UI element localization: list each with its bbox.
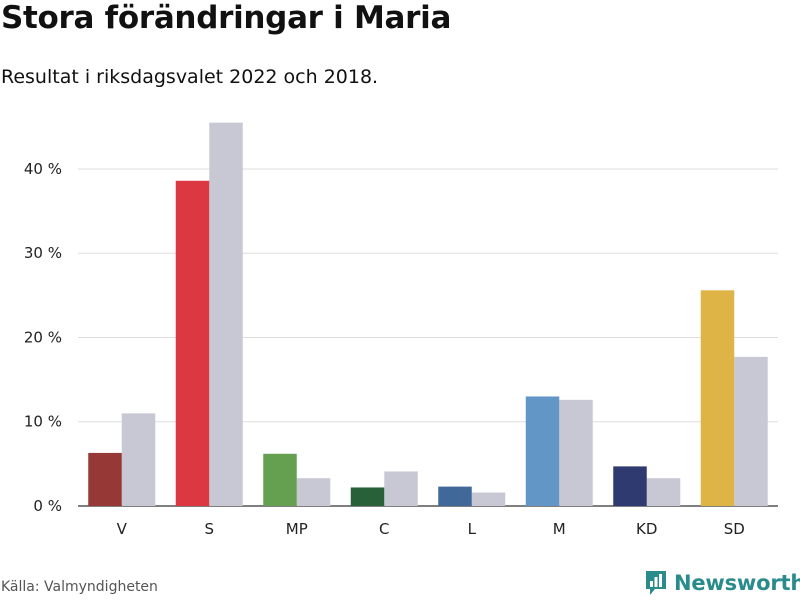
newsworthy-logo[interactable]: Newsworthy: [644, 568, 800, 598]
bar-2022: [613, 466, 647, 506]
x-tick-label: SD: [724, 520, 745, 538]
y-tick-label: 40 %: [24, 160, 62, 178]
chart-title: Stora förändringar i Maria: [1, 0, 452, 36]
y-tick-label: 0 %: [33, 497, 62, 515]
bar-2022: [350, 487, 385, 506]
bar-2022: [438, 486, 472, 506]
bar-chart-icon: [646, 571, 666, 595]
x-tick-label: KD: [636, 520, 657, 538]
bar-2018: [384, 471, 418, 506]
bar-2018: [121, 413, 156, 506]
y-tick-label: 30 %: [24, 244, 62, 262]
bar-2022: [525, 396, 560, 506]
x-tick-label: S: [204, 520, 214, 538]
x-tick-label: L: [468, 520, 477, 538]
y-tick-label: 20 %: [24, 328, 62, 346]
bar-2018: [559, 399, 593, 506]
source-note: Källa: Valmyndigheten: [1, 579, 158, 595]
logo-text: Newsworthy: [674, 571, 800, 595]
bar-2018: [734, 356, 768, 506]
bar-2018: [209, 122, 243, 506]
x-tick-label: V: [117, 520, 128, 538]
x-tick-label: M: [553, 520, 566, 538]
chart-subtitle: Resultat i riksdagsvalet 2022 och 2018.: [1, 66, 379, 88]
bar-2022: [263, 453, 297, 506]
x-tick-label: C: [379, 520, 389, 538]
bar-2022: [88, 452, 122, 506]
x-tick-label: MP: [286, 520, 308, 538]
bar-2018: [471, 492, 506, 506]
bar-2022: [175, 180, 210, 506]
bar-2018: [296, 478, 331, 506]
y-tick-label: 10 %: [24, 413, 62, 431]
bar-2018: [646, 478, 681, 506]
bar-2022: [700, 290, 735, 506]
